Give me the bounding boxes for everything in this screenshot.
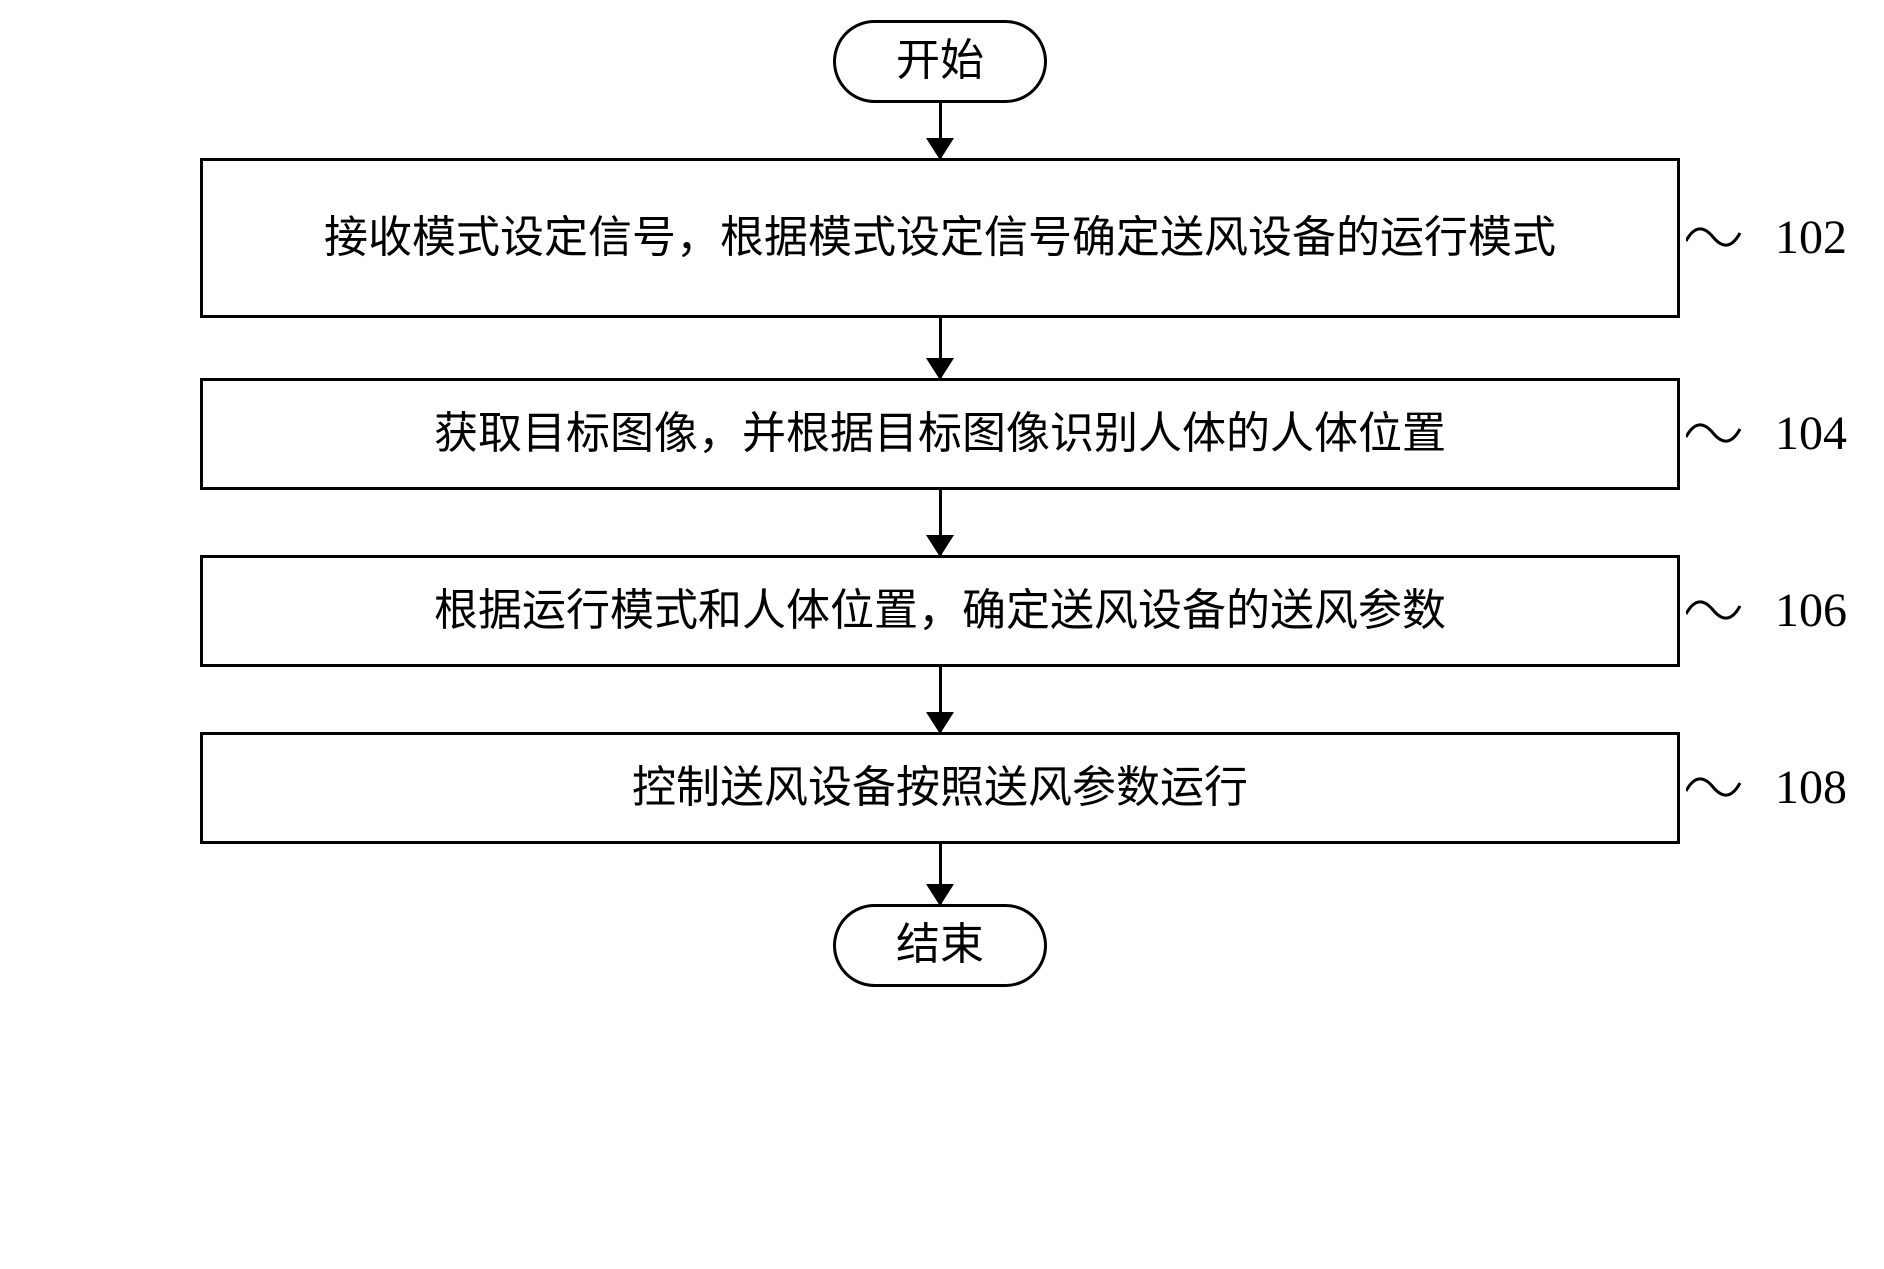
connector-tilde-icon: [1686, 596, 1742, 626]
end-label: 结束: [896, 920, 984, 969]
step-number-102: 102: [1775, 202, 1847, 274]
process-108: 控制送风设备按照送风参数运行 108: [200, 732, 1680, 844]
process-106-text: 根据运行模式和人体位置，确定送风设备的送风参数: [434, 578, 1446, 644]
process-108-text: 控制送风设备按照送风参数运行: [632, 755, 1248, 821]
arrow-4: [939, 844, 942, 904]
start-label: 开始: [896, 36, 984, 85]
arrow-1: [939, 318, 942, 378]
process-102: 接收模式设定信号，根据模式设定信号确定送风设备的运行模式 102: [200, 158, 1680, 318]
step-number-104: 104: [1775, 398, 1847, 470]
process-104-text: 获取目标图像，并根据目标图像识别人体的人体位置: [434, 401, 1446, 467]
end-terminal: 结束: [833, 904, 1047, 987]
step-number-108: 108: [1775, 752, 1847, 824]
flowchart-container: 开始 接收模式设定信号，根据模式设定信号确定送风设备的运行模式 102 获取目标…: [80, 20, 1800, 987]
arrow-2: [939, 490, 942, 555]
start-terminal: 开始: [833, 20, 1047, 103]
process-102-text: 接收模式设定信号，根据模式设定信号确定送风设备的运行模式: [324, 205, 1556, 271]
connector-tilde-icon: [1686, 223, 1742, 253]
step-number-106: 106: [1775, 575, 1847, 647]
connector-tilde-icon: [1686, 419, 1742, 449]
process-106: 根据运行模式和人体位置，确定送风设备的送风参数 106: [200, 555, 1680, 667]
connector-tilde-icon: [1686, 773, 1742, 803]
arrow-0: [939, 103, 942, 158]
arrow-3: [939, 667, 942, 732]
process-104: 获取目标图像，并根据目标图像识别人体的人体位置 104: [200, 378, 1680, 490]
